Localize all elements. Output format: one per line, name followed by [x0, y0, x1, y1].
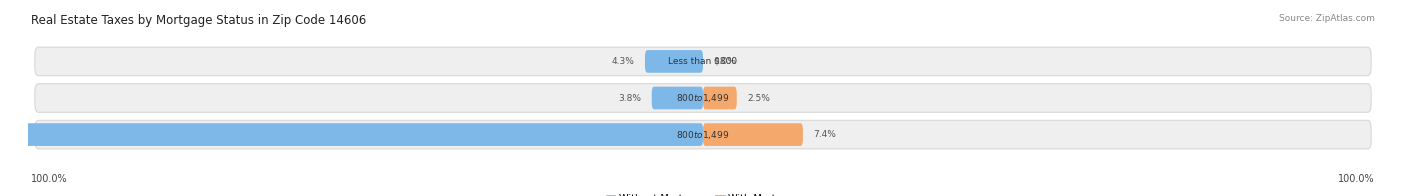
Text: 2.5%: 2.5% — [748, 93, 770, 103]
FancyBboxPatch shape — [35, 120, 1371, 149]
Text: 100.0%: 100.0% — [1339, 174, 1375, 184]
Text: 7.4%: 7.4% — [814, 130, 837, 139]
Text: Less than $800: Less than $800 — [668, 57, 738, 66]
Text: $800 to $1,499: $800 to $1,499 — [676, 129, 730, 141]
FancyBboxPatch shape — [652, 87, 703, 109]
FancyBboxPatch shape — [0, 123, 703, 146]
Text: $800 to $1,499: $800 to $1,499 — [676, 92, 730, 104]
Legend: Without Mortgage, With Mortgage: Without Mortgage, With Mortgage — [602, 191, 804, 196]
Text: Source: ZipAtlas.com: Source: ZipAtlas.com — [1279, 14, 1375, 23]
Text: 3.8%: 3.8% — [617, 93, 641, 103]
FancyBboxPatch shape — [645, 50, 703, 73]
Text: Real Estate Taxes by Mortgage Status in Zip Code 14606: Real Estate Taxes by Mortgage Status in … — [31, 14, 366, 27]
Text: 100.0%: 100.0% — [31, 174, 67, 184]
FancyBboxPatch shape — [35, 47, 1371, 76]
FancyBboxPatch shape — [35, 84, 1371, 112]
Text: 4.3%: 4.3% — [612, 57, 634, 66]
FancyBboxPatch shape — [703, 87, 737, 109]
Text: 0.0%: 0.0% — [714, 57, 737, 66]
FancyBboxPatch shape — [703, 123, 803, 146]
